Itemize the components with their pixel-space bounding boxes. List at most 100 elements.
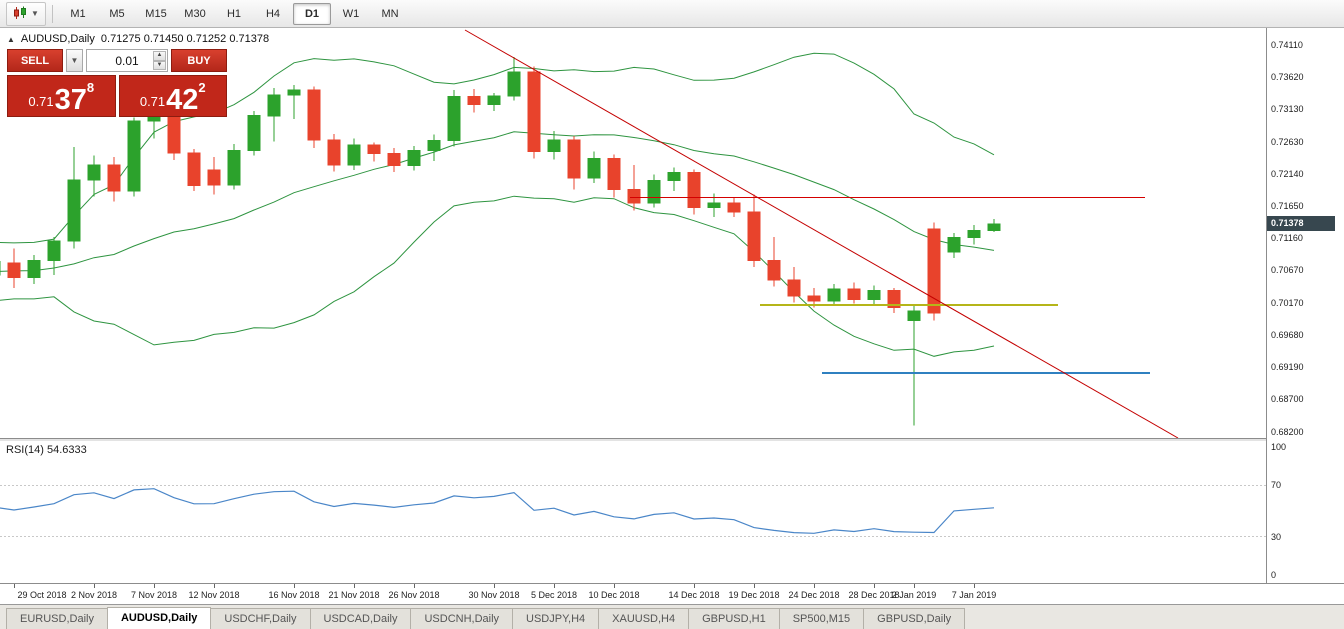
rsi-line: [0, 488, 995, 534]
chart-tab-usdcnh-daily[interactable]: USDCNH,Daily: [410, 608, 514, 629]
chart-tab-xauusd-h4[interactable]: XAUUSD,H4: [598, 608, 690, 629]
date-tick: [414, 584, 415, 588]
chart-tab-sp500-m15[interactable]: SP500,M15: [778, 608, 865, 629]
timeframe-button-d1[interactable]: D1: [293, 2, 331, 25]
date-label: 7 Nov 2018: [130, 590, 178, 600]
date-label: 29 Oct 2018: [17, 590, 67, 600]
sell-price-box[interactable]: 0.71 37 8: [7, 75, 116, 117]
date-label: 21 Nov 2018: [328, 590, 380, 600]
lot-spinner: ▲ ▼: [153, 51, 166, 70]
main-chart-svg[interactable]: [0, 28, 1266, 438]
rsi-value: 54.6333: [46, 444, 87, 456]
one-click-panel-toggle[interactable]: ▲: [7, 34, 15, 44]
chart-title-row: ▲ AUDUSD,Daily 0.71275 0.71450 0.71252 0…: [7, 33, 269, 45]
timeframe-button-h1[interactable]: H1: [226, 7, 242, 20]
rsi-axis-label: 30: [1271, 532, 1282, 542]
descending-trendline[interactable]: [464, 29, 1179, 438]
date-tick: [814, 584, 815, 588]
chart-tab-usdchf-daily[interactable]: USDCHF,Daily: [210, 608, 311, 629]
chart-tab-usdjpy-h4[interactable]: USDJPY,H4: [512, 608, 600, 629]
date-tick: [874, 584, 875, 588]
toolbar-separator: [52, 4, 53, 23]
price-axis-label: 0.71650: [1271, 201, 1304, 211]
date-label: 24 Dec 2018: [788, 590, 840, 600]
bid-price-prefix: 0.71: [28, 94, 54, 109]
date-label: 5 Dec 2018: [530, 590, 578, 600]
date-tick: [914, 584, 915, 588]
price-axis-label: 0.70670: [1271, 265, 1304, 275]
date-label: 14 Dec 2018: [668, 590, 720, 600]
date-label: 2 Nov 2018: [70, 590, 118, 600]
rsi-indicator-label: RSI(14) 54.6333: [6, 444, 87, 456]
candlestick-chart-icon: [14, 6, 27, 19]
lot-size-input[interactable]: 0.01 ▲ ▼: [86, 49, 168, 72]
chart-tab-gbpusd-daily[interactable]: GBPUSD,Daily: [863, 608, 966, 629]
ask-price-pipette: 2: [198, 80, 206, 95]
bid-price-big: 37: [54, 84, 87, 116]
buy-price-box[interactable]: 0.71 42 2: [118, 75, 227, 117]
lot-dropdown-button[interactable]: ▼: [66, 49, 83, 72]
date-tick: [94, 584, 95, 588]
date-label: 10 Dec 2018: [588, 590, 640, 600]
current-price-tag: 0.71378: [1267, 216, 1335, 231]
timeframe-button-mn[interactable]: MN: [381, 7, 399, 20]
lot-size-value: 0.01: [115, 53, 139, 68]
chart-tab-gbpusd-h1[interactable]: GBPUSD,H1: [688, 608, 780, 629]
buy-button[interactable]: BUY: [171, 49, 227, 72]
lot-decrease-button[interactable]: ▼: [153, 60, 166, 70]
panel-resize-divider[interactable]: [0, 438, 1344, 441]
price-axis-label: 0.69190: [1271, 362, 1304, 372]
price-axis-label: 0.73620: [1271, 72, 1304, 82]
price-axis-label: 0.68200: [1271, 427, 1304, 437]
price-axis-label: 0.69680: [1271, 330, 1304, 340]
price-axis[interactable]: 0.71378 0.74110 0.73620 0.73130 0.72630 0.72…: [1266, 28, 1344, 604]
date-tick: [554, 584, 555, 588]
one-click-trading-panel: SELL ▼ 0.01 ▲ ▼ BUY 0.71 37 8 0.71 42 2: [7, 49, 227, 117]
date-label: 26 Nov 2018: [388, 590, 440, 600]
date-label: 30 Nov 2018: [468, 590, 520, 600]
price-axis-label: 0.72630: [1271, 137, 1304, 147]
timeframe-button-m1[interactable]: M1: [70, 7, 86, 20]
bollinger-bands: [0, 52, 995, 357]
timeframe-button-m5[interactable]: M5: [109, 7, 125, 20]
price-axis-label: 0.74110: [1271, 40, 1303, 50]
date-label: 2 Jan 2019: [891, 590, 937, 600]
date-label: 19 Dec 2018: [728, 590, 780, 600]
timeframe-toolbar: M1 M5 M15 M30 H1 H4 D1 W1 MN: [59, 2, 409, 25]
price-axis-label: 0.73130: [1271, 104, 1304, 114]
timeframe-button-h4[interactable]: H4: [265, 7, 281, 20]
chart-symbol-title: AUDUSD,Daily: [20, 33, 95, 45]
top-toolbar: ▼ M1 M5 M15 M30 H1 H4 D1 W1 MN: [0, 0, 1344, 28]
date-tick: [294, 584, 295, 588]
price-axis-label: 0.68700: [1271, 394, 1304, 404]
sell-button[interactable]: SELL: [7, 49, 63, 72]
ask-price-prefix: 0.71: [139, 94, 166, 109]
rsi-axis-label: 0: [1271, 570, 1277, 580]
price-axis-label: 0.72140: [1271, 169, 1304, 179]
price-axis-label: 0.71160: [1271, 233, 1303, 243]
ask-price-big: 42: [166, 84, 199, 116]
dropdown-caret-icon: ▼: [70, 55, 79, 65]
date-axis[interactable]: 29 Oct 2018 2 Nov 2018 7 Nov 2018 12 Nov 20…: [0, 583, 1344, 604]
chart-tab-usdcad-daily[interactable]: USDCAD,Daily: [309, 608, 412, 629]
timeframe-button-w1[interactable]: W1: [342, 7, 360, 20]
dropdown-caret-icon: ▼: [31, 8, 39, 18]
price-axis-label: 0.70170: [1271, 298, 1304, 308]
date-tick: [694, 584, 695, 588]
chart-type-button[interactable]: ▼: [6, 1, 46, 26]
rsi-name: RSI(14): [6, 444, 44, 456]
date-tick: [154, 584, 155, 588]
rsi-svg[interactable]: [0, 441, 1266, 583]
bid-price-pipette: 8: [86, 80, 95, 95]
date-tick: [614, 584, 615, 588]
timeframe-button-m30[interactable]: M30: [184, 7, 206, 20]
lot-increase-button[interactable]: ▲: [153, 51, 166, 61]
timeframe-button-m15[interactable]: M15: [145, 7, 167, 20]
chart-tab-audusd-daily[interactable]: AUDUSD,Daily: [106, 607, 212, 629]
rsi-axis-label: 100: [1271, 442, 1287, 452]
date-tick: [754, 584, 755, 588]
date-label: 7 Jan 2019: [951, 590, 997, 600]
chart-tab-eurusd-daily[interactable]: EURUSD,Daily: [6, 608, 108, 629]
date-tick: [354, 584, 355, 588]
candlesticks: [0, 56, 1001, 426]
